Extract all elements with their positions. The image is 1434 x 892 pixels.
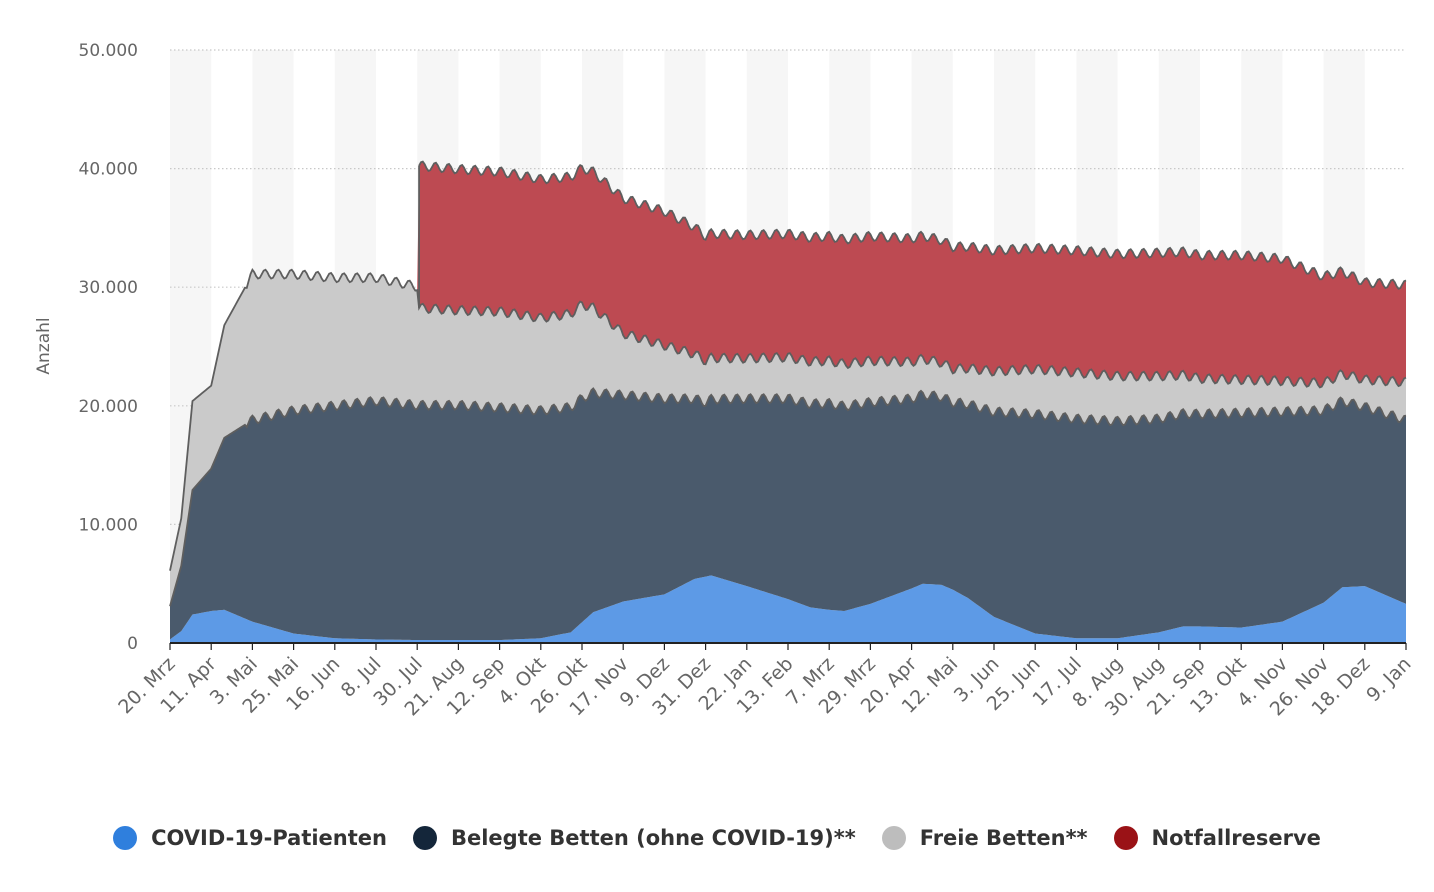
y-tick-label: 10.000 <box>79 515 138 535</box>
y-tick-label: 30.000 <box>79 278 138 298</box>
emergency-reserve-area <box>170 161 1406 571</box>
legend-swatch <box>412 826 437 850</box>
covid-area <box>170 575 1406 643</box>
occupied-beds-line <box>169 387 1407 607</box>
y-tick-label: 0 <box>127 634 138 654</box>
legend-item[interactable]: Freie Betten** <box>881 826 1088 850</box>
free-beds-line <box>169 268 1407 571</box>
legend-item[interactable]: Belegte Betten (ohne COVID-19)** <box>412 826 856 850</box>
emergency-reserve-line <box>418 160 1407 290</box>
occupied-beds-area <box>170 388 1406 641</box>
series-areas <box>169 160 1407 643</box>
x-tick-label: 9. Jan <box>1362 653 1415 706</box>
legend-swatch <box>1113 826 1138 850</box>
y-tick-label: 40.000 <box>79 160 138 180</box>
y-axis-label: Anzahl <box>34 317 54 374</box>
legend-swatch <box>881 826 906 850</box>
y-tick-label: 50.000 <box>79 41 138 61</box>
legend-label: Belegte Betten (ohne COVID-19)** <box>450 826 856 850</box>
legend-item[interactable]: COVID-19-Patienten <box>113 826 387 850</box>
legend-label: Freie Betten** <box>919 826 1088 850</box>
y-axis: 0 10.000 20.000 30.000 40.000 50.000 <box>79 41 138 654</box>
y-tick-label: 20.000 <box>79 397 138 417</box>
legend: COVID-19-Patienten Belegte Betten (ohne C… <box>0 818 1434 858</box>
legend-swatch <box>113 826 138 850</box>
legend-item[interactable]: Notfallreserve <box>1113 826 1321 850</box>
free-beds-area <box>170 269 1406 607</box>
legend-label: Notfallreserve <box>1151 826 1321 850</box>
legend-label: COVID-19-Patienten <box>151 826 387 850</box>
